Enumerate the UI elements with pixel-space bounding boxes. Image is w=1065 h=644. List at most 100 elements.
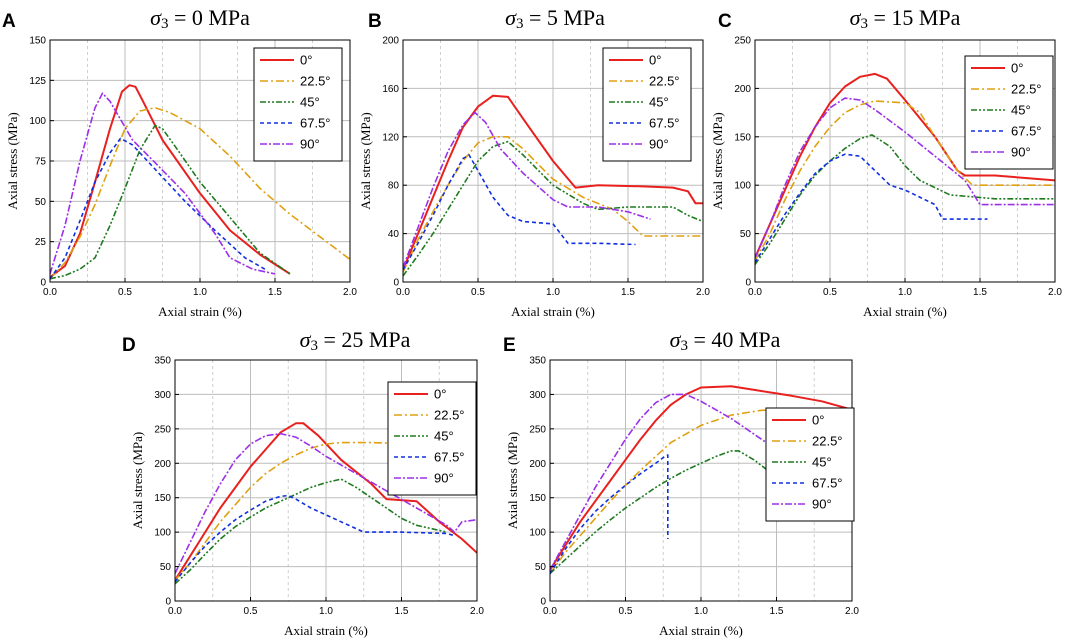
- panel-d-ytick-label: 250: [154, 424, 171, 435]
- panel-b-xtick-label: 1.5: [621, 287, 635, 298]
- panel-e-xlabel: Axial strain (%): [659, 623, 743, 638]
- panel-d-legend-label: 0°: [434, 387, 446, 402]
- panel-e-xtick-label: 0.5: [619, 606, 633, 617]
- panel-b-ylabel: Axial stress (MPa): [358, 112, 373, 210]
- panel-b-legend-label: 45°: [649, 95, 669, 110]
- panel-a-series-67-5deg: [50, 137, 268, 280]
- panel-b-ytick-label: 200: [382, 36, 399, 47]
- panel-a-legend-label: 90°: [300, 137, 320, 152]
- panel-b-legend-label: 22.5°: [649, 74, 680, 89]
- panel-a-legend-label: 22.5°: [300, 74, 331, 89]
- panel-b-series-group: [403, 94, 703, 277]
- panel-b-ytick-label: 120: [382, 132, 399, 143]
- panel-e-legend-label: 45°: [812, 455, 832, 470]
- panel-d-ytick-label: 350: [154, 356, 171, 367]
- panel-a-ytick-label: 150: [29, 36, 46, 47]
- panel-d-ytick-label: 150: [154, 493, 171, 504]
- panel-e-ytick-label: 100: [529, 528, 546, 539]
- panel-e-xtick-label: 1.0: [694, 606, 708, 617]
- panel-c-ytick-label: 100: [734, 181, 751, 192]
- panel-c-legend-label: 67.5°: [1011, 124, 1042, 139]
- panel-a-legend: 0° 22.5° 45° 67.5° 90°: [253, 47, 343, 162]
- panel-b-xtick-label: 1.0: [546, 287, 560, 298]
- panel-e-ytick-label: 50: [535, 562, 547, 573]
- panel-d-series-45deg: [175, 478, 447, 585]
- panel-b-legend-label: 90°: [649, 137, 669, 152]
- panel-d-xtick-label: 1.5: [395, 606, 409, 617]
- panel-a-ylabel: Axial stress (MPa): [5, 112, 20, 210]
- panel-b-xtick-label: 2.0: [696, 287, 710, 298]
- panel-e-ytick-label: 350: [529, 356, 546, 367]
- panel-d-xlabel: Axial strain (%): [284, 623, 368, 638]
- panel-e-ytick-label: 300: [529, 390, 546, 401]
- panel-a-ytick-label: 75: [35, 157, 47, 168]
- panel-c-xtick-label: 0.5: [823, 287, 837, 298]
- panel-a-ytick-label: 0: [40, 278, 46, 289]
- panel-d-letter: D: [122, 335, 136, 356]
- panel-b-series-0deg: [403, 94, 703, 271]
- panel-d-ytick-label: 100: [154, 528, 171, 539]
- panel-b-xtick-label: 0.0: [396, 287, 410, 298]
- panel-c-series-22-5deg: [755, 100, 1055, 262]
- panel-d-legend-label: 45°: [434, 429, 454, 444]
- panel-c-legend-label: 22.5°: [1011, 82, 1042, 97]
- panel-e-xtick-label: 1.5: [770, 606, 784, 617]
- panel-c-xtick-label: 1.0: [898, 287, 912, 298]
- panel-a-xtick-label: 0.5: [118, 287, 132, 298]
- panel-c-series-group: [755, 72, 1055, 266]
- panel-c-legend: 0° 22.5° 45° 67.5° 90°: [964, 55, 1054, 170]
- panel-b-series-22-5deg: [403, 136, 703, 273]
- panel-c-letter: C: [718, 11, 732, 32]
- panel-d-legend-label: 22.5°: [434, 408, 465, 423]
- panel-c-series-0deg: [755, 72, 1055, 259]
- panel-e-ytick-label: 0: [540, 597, 546, 608]
- panel-c-legend-label: 0°: [1011, 61, 1023, 76]
- panel-c-ytick-label: 200: [734, 84, 751, 95]
- panel-b-ytick-label: 40: [388, 229, 400, 240]
- panel-b-series-45deg: [403, 140, 703, 277]
- panel-b-xlabel: Axial strain (%): [511, 304, 595, 319]
- panel-d-ytick-label: 200: [154, 459, 171, 470]
- panel-d-series-90deg: [175, 432, 477, 574]
- panel-d-ytick-label: 0: [165, 597, 171, 608]
- panel-c-ytick-label: 0: [745, 278, 751, 289]
- panel-a-ytick-label: 100: [29, 116, 46, 127]
- panel-e-series-90deg: [550, 393, 852, 571]
- panel-c-ytick-label: 250: [734, 36, 751, 47]
- panel-e-legend-label: 90°: [812, 497, 832, 512]
- panel-c-ylabel: Axial stress (MPa): [710, 112, 725, 210]
- panel-a-legend-label: 67.5°: [300, 116, 331, 131]
- panel-e-legend-label: 0°: [812, 413, 824, 428]
- panel-a-legend-label: 45°: [300, 95, 320, 110]
- panel-a-series-0deg: [50, 84, 291, 278]
- panel-c-xlabel: Axial strain (%): [863, 304, 947, 319]
- panel-a-letter: A: [2, 11, 16, 32]
- panel-b-xtick-label: 0.5: [471, 287, 485, 298]
- panel-d-title: σ3 = 25 MPa: [300, 327, 411, 354]
- panel-d-series-67-5deg: [175, 494, 455, 583]
- panel-d-xtick-label: 0.0: [168, 606, 182, 617]
- panel-e-legend-label: 67.5°: [812, 476, 843, 491]
- panel-b-legend-label: 0°: [649, 53, 661, 68]
- panel-a-ytick-label: 50: [35, 197, 47, 208]
- panel-a-series-22-5deg: [50, 107, 350, 280]
- panel-e-xtick-label: 2.0: [845, 606, 859, 617]
- panel-d-xtick-label: 1.0: [319, 606, 333, 617]
- panel-d-xtick-label: 2.0: [470, 606, 484, 617]
- panel-a-xtick-label: 1.5: [268, 287, 282, 298]
- panel-b-series-67-5deg: [403, 154, 636, 271]
- panel-e-ytick-label: 200: [529, 459, 546, 470]
- panel-a-series-45deg: [50, 124, 291, 280]
- panel-a-ytick-label: 125: [29, 76, 46, 87]
- panel-b-legend: 0° 22.5° 45° 67.5° 90°: [602, 47, 692, 162]
- panel-d-xtick-label: 0.5: [244, 606, 258, 617]
- panel-d-legend-label: 90°: [434, 471, 454, 486]
- panel-c-ytick-label: 150: [734, 132, 751, 143]
- panel-a-ytick-label: 25: [35, 237, 47, 248]
- panel-e-legend: 0° 22.5° 45° 67.5° 90°: [765, 407, 855, 522]
